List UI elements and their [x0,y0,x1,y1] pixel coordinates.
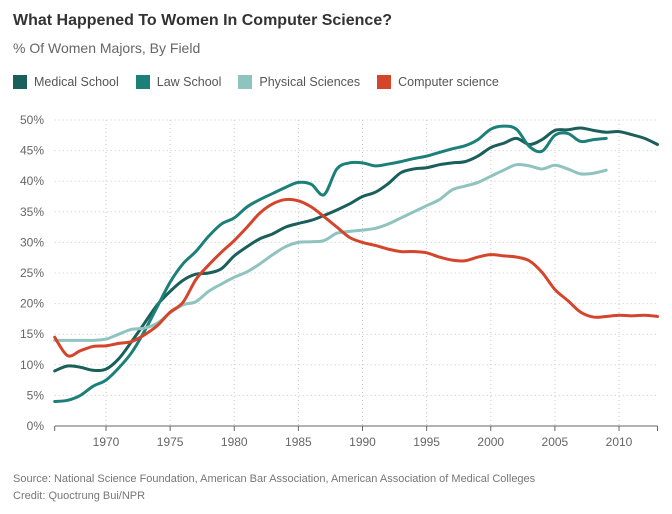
y-tick-label: 10% [20,358,44,372]
series-lines [53,124,659,404]
legend-label: Computer science [398,75,499,89]
legend-label: Medical School [34,75,119,89]
y-tick-label: 15% [20,327,44,341]
x-tick-label: 1985 [285,435,312,449]
legend-label: Law School [156,75,222,89]
x-tick-label: 1970 [93,435,120,449]
y-tick-label: 30% [20,235,44,249]
legend-swatch-physical-sciences [238,75,253,89]
legend: Medical School Law School Physical Scien… [13,75,516,89]
y-tick-label: 40% [20,174,44,188]
legend-swatch-medical-school [13,75,27,89]
x-tick-label: 2005 [542,435,569,449]
y-tick-label: 5% [27,388,45,402]
x-tick-label: 2010 [606,435,633,449]
legend-item-computer-science: Computer science [377,75,499,89]
y-tick-label: 35% [20,205,44,219]
grid [54,119,658,426]
series-line-computer-science [53,197,659,358]
legend-item-law-school: Law School [135,75,222,89]
chart-subtitle: % Of Women Majors, By Field [13,40,201,56]
chart-title: What Happened To Women In Computer Scien… [13,12,392,29]
y-tick-label: 45% [20,144,44,158]
series-line-physical-sciences [53,162,608,342]
y-tick-label: 20% [20,297,44,311]
y-tick-label: 25% [20,266,44,280]
x-tick-label: 2000 [477,435,504,449]
series-line-law-school [53,124,608,404]
axes: 0% 5% 10% 15% 20% 25% 30% 35% 40% 45% 50% 1970 1975 1… [20,113,658,449]
legend-swatch-law-school [135,75,150,89]
x-tick-label: 1980 [221,435,248,449]
legend-swatch-computer-science [377,75,392,89]
x-tick-label: 1995 [413,435,440,449]
y-tick-label: 50% [20,113,44,127]
x-tick-label: 1975 [157,435,184,449]
legend-label: Physical Sciences [259,75,361,89]
legend-item-medical-school: Medical School [13,75,119,89]
source-note: Source: National Science Foundation, Ame… [13,473,536,485]
x-tick-label: 1990 [349,435,376,449]
y-tick-label: 0% [27,419,45,433]
legend-item-physical-sciences: Physical Sciences [238,75,360,89]
credit-note: Credit: Quoctrung Bui/NPR [13,490,146,502]
